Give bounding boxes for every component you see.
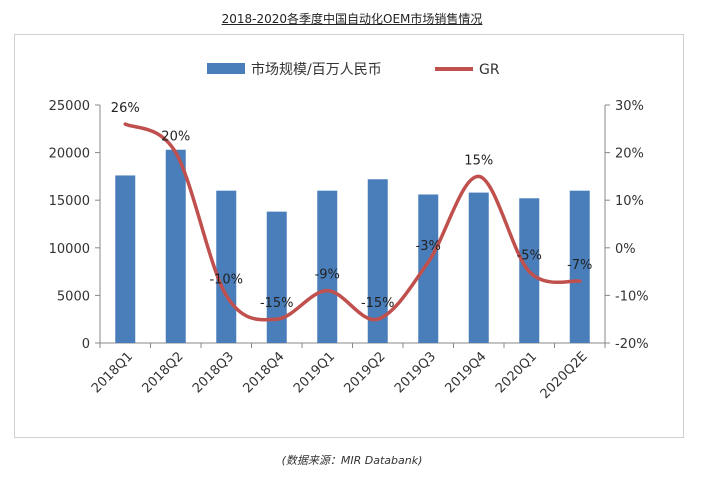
bar <box>266 211 287 343</box>
growth-data-label: -9% <box>315 268 340 283</box>
x-tick-label: 2020Q2E <box>538 349 591 402</box>
x-tick-label: 2018Q1 <box>89 349 136 396</box>
source-note: (数据来源：MIR Databank) <box>281 454 423 467</box>
bars <box>115 149 590 343</box>
growth-data-label: -15% <box>361 296 395 311</box>
growth-line-path <box>123 122 582 322</box>
bar <box>317 190 338 343</box>
left-tick-label: 5000 <box>57 289 90 304</box>
growth-data-label: -15% <box>260 296 294 311</box>
right-tick-label: -10% <box>615 289 649 304</box>
x-tick-label: 2020Q1 <box>493 349 540 396</box>
left-tick-label: 15000 <box>49 194 90 209</box>
legend-bar-label: 市场规模/百万人民币 <box>251 61 382 78</box>
growth-line <box>123 122 582 322</box>
legend-line-label: GR <box>479 62 500 78</box>
bar <box>165 149 186 343</box>
left-tick-label: 20000 <box>49 147 90 162</box>
bar <box>418 194 439 343</box>
bar <box>367 179 388 343</box>
bar <box>115 175 136 343</box>
right-tick-label: -20% <box>615 337 649 352</box>
right-tick-label: 0% <box>615 242 636 257</box>
bar <box>569 190 590 343</box>
left-tick-label: 10000 <box>49 242 90 257</box>
right-tick-label: 30% <box>615 99 644 114</box>
legend: 市场规模/百万人民币 GR <box>207 61 500 78</box>
growth-data-label: -3% <box>416 239 441 254</box>
x-tick-label: 2019Q2 <box>341 349 388 396</box>
x-tick-label: 2019Q3 <box>392 349 439 396</box>
growth-data-label: -5% <box>517 249 542 264</box>
x-tick-label: 2019Q1 <box>291 349 338 396</box>
chart-frame: 市场规模/百万人民币 GR 0 5000 10000 15000 20000 25000 -… <box>14 34 684 438</box>
left-tick-label: 0 <box>82 337 90 352</box>
x-tick-label: 2018Q2 <box>139 349 186 396</box>
page-title: 2018-2020各季度中国自动化OEM市场销售情况 <box>221 12 483 26</box>
combo-chart: 市场规模/百万人民币 GR 0 5000 10000 15000 20000 25000 -… <box>49 61 649 402</box>
bar <box>216 190 237 343</box>
left-tick-label: 25000 <box>49 99 90 114</box>
bar <box>468 192 489 343</box>
growth-data-label: -7% <box>567 258 592 273</box>
legend-bar-swatch <box>207 63 245 74</box>
axes: 0 5000 10000 15000 20000 25000 -20% -10% 0% 10% 20… <box>49 99 649 402</box>
growth-data-label: 26% <box>111 101 140 116</box>
data-labels: 26% 20% -10% -15% -9% -15% -3% 15% -5% -7% <box>111 101 593 311</box>
growth-data-label: -10% <box>209 272 243 287</box>
x-tick-label: 2018Q4 <box>240 349 287 396</box>
x-tick-label: 2018Q3 <box>190 349 237 396</box>
growth-data-label: 15% <box>464 153 493 168</box>
right-tick-label: 10% <box>615 194 644 209</box>
right-tick-label: 20% <box>615 147 644 162</box>
growth-data-label: 20% <box>161 130 190 145</box>
x-tick-label: 2019Q4 <box>442 349 489 396</box>
